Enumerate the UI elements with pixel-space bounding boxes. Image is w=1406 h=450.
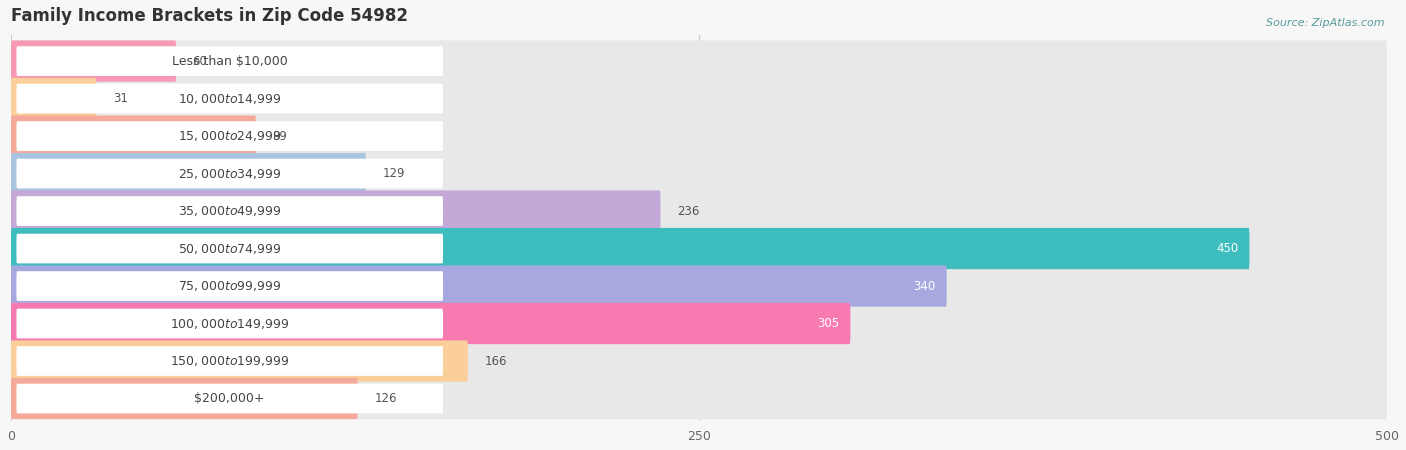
- FancyBboxPatch shape: [17, 159, 443, 189]
- FancyBboxPatch shape: [11, 266, 1388, 306]
- FancyBboxPatch shape: [17, 271, 443, 301]
- FancyBboxPatch shape: [11, 378, 357, 419]
- FancyBboxPatch shape: [17, 309, 443, 338]
- FancyBboxPatch shape: [17, 234, 443, 263]
- FancyBboxPatch shape: [11, 116, 1388, 157]
- FancyBboxPatch shape: [11, 190, 1388, 232]
- FancyBboxPatch shape: [11, 378, 1388, 419]
- Bar: [11, 342, 1388, 380]
- FancyBboxPatch shape: [11, 116, 256, 157]
- Text: $100,000 to $149,999: $100,000 to $149,999: [170, 316, 290, 331]
- Text: $35,000 to $49,999: $35,000 to $49,999: [179, 204, 281, 218]
- Text: 166: 166: [484, 355, 506, 368]
- FancyBboxPatch shape: [17, 84, 443, 113]
- Text: $25,000 to $34,999: $25,000 to $34,999: [179, 166, 281, 180]
- Text: $200,000+: $200,000+: [194, 392, 264, 405]
- Text: $15,000 to $24,999: $15,000 to $24,999: [179, 129, 281, 143]
- FancyBboxPatch shape: [17, 121, 443, 151]
- FancyBboxPatch shape: [11, 303, 851, 344]
- Text: 450: 450: [1216, 242, 1239, 255]
- Bar: [11, 80, 1388, 117]
- Text: 305: 305: [817, 317, 839, 330]
- FancyBboxPatch shape: [11, 153, 366, 194]
- FancyBboxPatch shape: [11, 340, 1388, 382]
- FancyBboxPatch shape: [11, 78, 1388, 119]
- FancyBboxPatch shape: [17, 196, 443, 226]
- FancyBboxPatch shape: [11, 266, 946, 306]
- Text: 236: 236: [676, 205, 699, 217]
- Text: Source: ZipAtlas.com: Source: ZipAtlas.com: [1267, 18, 1385, 28]
- FancyBboxPatch shape: [11, 303, 1388, 344]
- FancyBboxPatch shape: [11, 78, 96, 119]
- Text: $75,000 to $99,999: $75,000 to $99,999: [179, 279, 281, 293]
- Text: 31: 31: [112, 92, 128, 105]
- Text: Family Income Brackets in Zip Code 54982: Family Income Brackets in Zip Code 54982: [11, 7, 408, 25]
- Text: 126: 126: [374, 392, 396, 405]
- Bar: [11, 305, 1388, 342]
- FancyBboxPatch shape: [11, 153, 1388, 194]
- FancyBboxPatch shape: [11, 40, 1388, 82]
- FancyBboxPatch shape: [11, 228, 1250, 269]
- Text: 340: 340: [914, 279, 935, 292]
- Text: 89: 89: [273, 130, 287, 143]
- Bar: [11, 267, 1388, 305]
- FancyBboxPatch shape: [11, 340, 468, 382]
- Bar: [11, 155, 1388, 192]
- FancyBboxPatch shape: [17, 46, 443, 76]
- Text: $10,000 to $14,999: $10,000 to $14,999: [179, 91, 281, 106]
- Bar: [11, 117, 1388, 155]
- FancyBboxPatch shape: [11, 40, 176, 82]
- Text: $150,000 to $199,999: $150,000 to $199,999: [170, 354, 290, 368]
- FancyBboxPatch shape: [17, 346, 443, 376]
- Bar: [11, 42, 1388, 80]
- Text: Less than $10,000: Less than $10,000: [172, 54, 288, 68]
- Text: 129: 129: [382, 167, 405, 180]
- FancyBboxPatch shape: [11, 228, 1388, 269]
- FancyBboxPatch shape: [11, 190, 661, 232]
- Bar: [11, 230, 1388, 267]
- Text: 60: 60: [193, 54, 208, 68]
- FancyBboxPatch shape: [17, 384, 443, 414]
- Bar: [11, 192, 1388, 230]
- Bar: [11, 380, 1388, 417]
- Text: $50,000 to $74,999: $50,000 to $74,999: [179, 242, 281, 256]
